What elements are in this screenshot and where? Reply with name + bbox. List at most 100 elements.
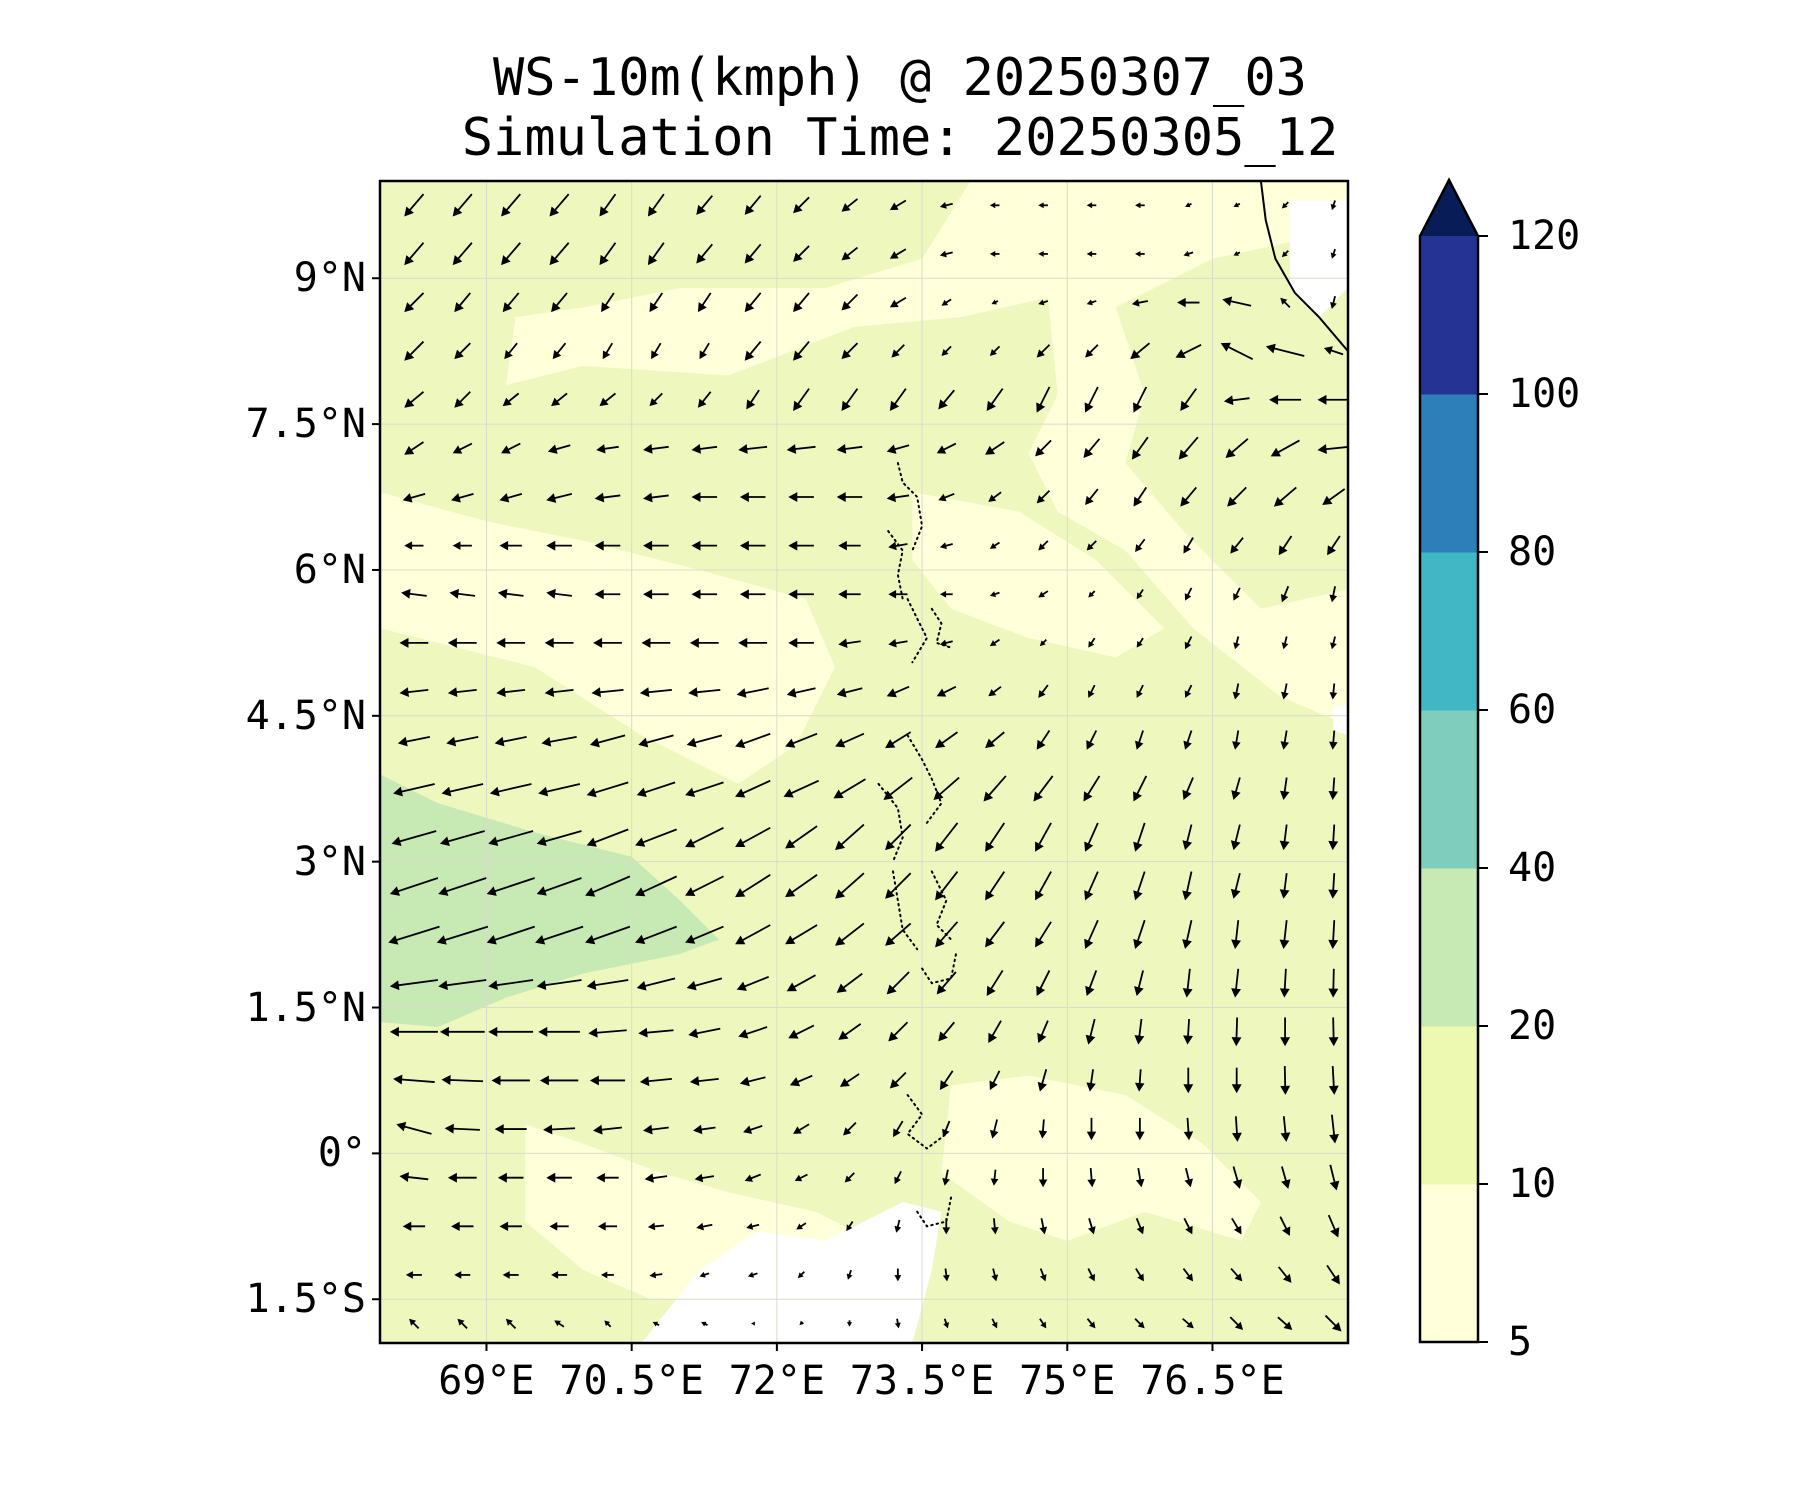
wind-arrow bbox=[1180, 486, 1197, 507]
wind-arrow bbox=[793, 292, 810, 313]
wind-arrow bbox=[497, 588, 524, 599]
wind-arrow bbox=[1083, 775, 1101, 802]
wind-arrow bbox=[989, 202, 1000, 209]
wind-arrow bbox=[736, 687, 769, 698]
wind-arrow bbox=[1281, 201, 1289, 209]
wind-arrow bbox=[1327, 1214, 1340, 1238]
wind-arrow bbox=[1182, 871, 1193, 901]
wind-arrow bbox=[836, 492, 863, 502]
wind-arrow bbox=[1135, 1167, 1145, 1188]
wind-arrow bbox=[1231, 968, 1241, 998]
wind-arrow bbox=[735, 826, 771, 847]
lon-tick-label: 76.5°E bbox=[1140, 1358, 1285, 1404]
wind-arrow bbox=[404, 391, 425, 408]
speed-below-5-region bbox=[1289, 200, 1348, 318]
wind-arrow bbox=[838, 589, 861, 599]
wind-arrow bbox=[1232, 1166, 1243, 1189]
wind-arrow bbox=[501, 193, 521, 217]
wind-arrow bbox=[1135, 202, 1145, 209]
wind-arrow bbox=[794, 1173, 808, 1182]
wind-arrow bbox=[1230, 872, 1241, 899]
wind-arrow bbox=[841, 342, 859, 360]
wind-arrow bbox=[835, 922, 865, 946]
wind-arrow bbox=[888, 541, 908, 551]
lat-tick-label: 6°N bbox=[293, 546, 366, 593]
wind-arrow bbox=[1231, 1067, 1242, 1094]
colorbar-extend-arrow bbox=[1420, 180, 1478, 236]
chart-subtitle: Simulation Time: 20250305_12 bbox=[461, 108, 1339, 168]
wind-arrow bbox=[788, 492, 814, 502]
wind-arrow bbox=[938, 389, 955, 410]
wind-arrow bbox=[397, 736, 431, 747]
wind-arrow bbox=[894, 1318, 901, 1329]
wind-arrow bbox=[939, 250, 953, 258]
wind-arrow bbox=[438, 979, 487, 991]
wind-arrow bbox=[1231, 920, 1241, 949]
wind-arrow bbox=[594, 492, 621, 503]
wind-arrow bbox=[1280, 1116, 1291, 1142]
wind-arrow bbox=[799, 1320, 805, 1326]
wind-arrow bbox=[1328, 824, 1339, 851]
wind-arrow bbox=[1233, 202, 1241, 208]
wind-arrow bbox=[1330, 248, 1337, 259]
wind-arrow bbox=[1135, 538, 1146, 553]
wind-arrow bbox=[885, 922, 912, 946]
atoll-outline bbox=[906, 1094, 948, 1150]
wind-arrow bbox=[454, 1271, 471, 1279]
chart-title: WS-10m(kmph) @ 20250307_03 bbox=[493, 48, 1307, 108]
wind-arrow bbox=[685, 875, 724, 896]
wind-arrow bbox=[1279, 968, 1290, 998]
wind-arrow bbox=[991, 1268, 999, 1282]
wind-arrow bbox=[989, 250, 1000, 257]
wind-arrow bbox=[444, 1123, 480, 1134]
wind-arrow bbox=[744, 292, 762, 313]
wind-arrow bbox=[701, 1321, 708, 1327]
wind-arrow bbox=[594, 540, 621, 551]
wind-arrow bbox=[585, 925, 631, 945]
wind-arrow bbox=[404, 340, 425, 361]
lat-tick-label: 1.5°N bbox=[245, 984, 366, 1031]
colorbar bbox=[1418, 177, 1488, 1344]
wind-arrow bbox=[1085, 488, 1099, 506]
wind-arrow bbox=[936, 685, 957, 697]
wind-arrow bbox=[544, 637, 574, 648]
wind-arrow bbox=[1086, 1069, 1096, 1092]
wind-arrow bbox=[1330, 636, 1337, 650]
wind-arrow bbox=[393, 1074, 435, 1085]
wind-arrow bbox=[536, 979, 582, 991]
wind-arrow bbox=[889, 199, 907, 211]
wind-arrow bbox=[643, 540, 669, 551]
wind-arrow bbox=[1230, 1267, 1243, 1282]
wind-arrow bbox=[1131, 298, 1149, 307]
wind-arrow bbox=[591, 687, 624, 698]
wind-arrow bbox=[457, 1318, 468, 1329]
wind-arrow bbox=[886, 444, 910, 454]
wind-arrow bbox=[593, 637, 622, 648]
wind-arrow bbox=[1086, 1318, 1096, 1329]
wind-arrow bbox=[686, 977, 723, 991]
wind-arrow bbox=[691, 540, 718, 551]
wind-arrow bbox=[604, 1320, 612, 1328]
wind-arrow bbox=[943, 1318, 950, 1329]
wind-arrow bbox=[744, 243, 762, 264]
wind-arrow bbox=[391, 830, 437, 847]
wind-arrow bbox=[594, 589, 621, 600]
wind-arrow bbox=[1133, 822, 1146, 852]
wind-arrow bbox=[1270, 439, 1300, 457]
colorbar-tick-label: 5 bbox=[1508, 1319, 1533, 1365]
wind-arrow bbox=[535, 925, 584, 945]
lon-tick-label: 73.5°E bbox=[849, 1358, 995, 1404]
wind-arrow bbox=[396, 1121, 432, 1135]
wind-arrow bbox=[499, 1221, 522, 1232]
wind-arrow bbox=[743, 1125, 763, 1134]
wind-arrow bbox=[738, 444, 768, 454]
wind-arrow bbox=[735, 779, 771, 798]
wind-arrow bbox=[1280, 1066, 1291, 1095]
wind-arrow bbox=[1222, 296, 1252, 307]
wind-arrow bbox=[747, 1271, 758, 1278]
wind-arrow bbox=[447, 637, 477, 648]
wind-arrow bbox=[942, 1120, 951, 1138]
wind-arrow bbox=[639, 1076, 672, 1087]
wind-arrow bbox=[835, 872, 865, 899]
wind-arrow bbox=[1281, 636, 1289, 650]
